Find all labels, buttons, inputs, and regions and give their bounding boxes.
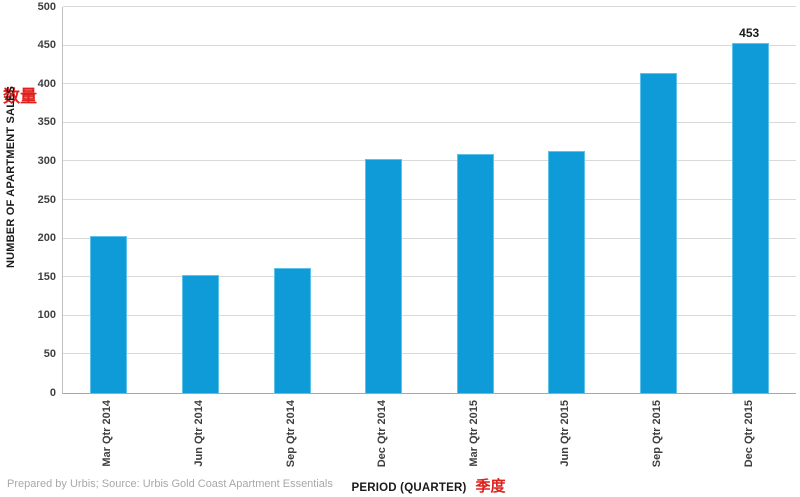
bar-sep-qtr-2014 <box>273 267 311 393</box>
bar-jun-qtr-2015 <box>548 151 586 393</box>
gridline-500 <box>63 6 796 7</box>
y-tick-450: 450 <box>37 39 56 52</box>
y-tick-200: 200 <box>37 232 56 245</box>
x-tick-dec-qtr-2015: Dec Qtr 2015 <box>742 400 755 468</box>
x-tick-mar-qtr-2015: Mar Qtr 2015 <box>467 400 480 467</box>
y-tick-500: 500 <box>37 0 56 13</box>
bar-dec-qtr-2014 <box>365 159 403 393</box>
y-tick-0: 0 <box>49 386 56 399</box>
x-tick-dec-qtr-2014: Dec Qtr 2014 <box>376 400 389 468</box>
x-axis-title: PERIOD (QUARTER) <box>351 482 467 494</box>
y-tick-250: 250 <box>37 193 56 206</box>
gridline-300 <box>63 160 796 162</box>
y-axis-annotation-chinese: 数量 <box>3 87 37 106</box>
gridline-250 <box>63 199 796 200</box>
source-note: Prepared by Urbis; Source: Urbis Gold Co… <box>7 478 333 490</box>
bar-mar-qtr-2015 <box>456 153 494 393</box>
bar-dec-qtr-2015 <box>731 43 769 393</box>
bar-mar-qtr-2014 <box>90 235 128 393</box>
x-tick-sep-qtr-2015: Sep Qtr 2015 <box>651 400 664 468</box>
bar-jun-qtr-2014 <box>181 274 219 393</box>
y-tick-300: 300 <box>37 154 56 167</box>
gridline-450 <box>63 44 796 46</box>
y-tick-400: 400 <box>37 77 56 90</box>
x-axis-title-row: PERIOD (QUARTER) 季度 <box>62 475 795 496</box>
x-tick-sep-qtr-2014: Sep Qtr 2014 <box>284 400 297 468</box>
gridline-350 <box>63 121 796 123</box>
gridline-50 <box>63 353 796 355</box>
y-tick-100: 100 <box>37 309 56 322</box>
plot-area <box>62 6 796 394</box>
x-tick-mar-qtr-2014: Mar Qtr 2014 <box>101 400 114 467</box>
gridline-400 <box>63 83 796 85</box>
bar-sep-qtr-2015 <box>640 72 678 393</box>
x-axis-annotation-chinese: 季度 <box>475 478 506 495</box>
gridline-100 <box>63 314 796 316</box>
gridline-200 <box>63 237 796 239</box>
gridline-150 <box>63 276 796 278</box>
y-tick-150: 150 <box>37 270 56 283</box>
bar-value-label-dec-qtr-2015: 453 <box>739 26 760 41</box>
x-tick-jun-qtr-2014: Jun Qtr 2014 <box>192 400 205 467</box>
y-tick-350: 350 <box>37 116 56 129</box>
y-tick-50: 50 <box>43 347 56 360</box>
x-tick-jun-qtr-2015: Jun Qtr 2015 <box>559 400 572 467</box>
